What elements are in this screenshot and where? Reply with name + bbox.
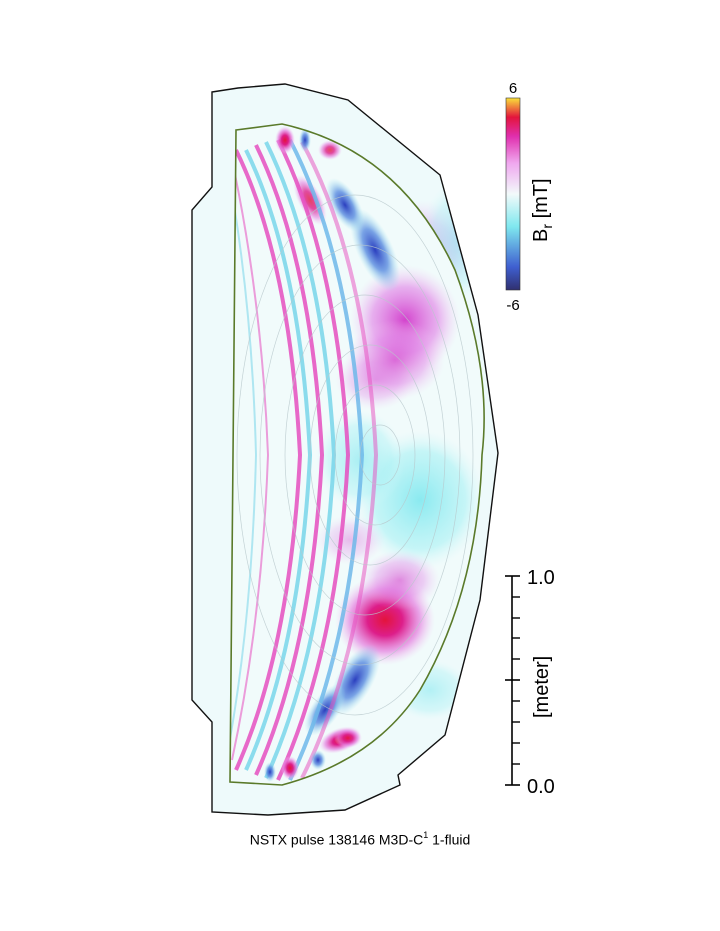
figure-caption: NSTX pulse 138146 M3D-C1 1-fluid (0, 830, 720, 849)
scale-bar: 1.0 0.0 [meter] (505, 567, 555, 798)
caption-suffix: 1-fluid (428, 831, 471, 848)
colorbar-title: Br [mT] (530, 178, 555, 242)
scale-top-label: 1.0 (527, 567, 555, 589)
field-map (192, 84, 498, 815)
plasma-boundary (229, 123, 485, 786)
scale-bottom-label: 0.0 (527, 776, 555, 798)
caption-prefix: NSTX pulse 138146 M3D-C (249, 831, 424, 848)
colorbar-title-sub: r (539, 224, 555, 229)
colorbar-min-label: -6 (506, 297, 519, 314)
scale-unit-label: [meter] (531, 656, 553, 718)
colorbar-title-unit: [mT] (530, 178, 552, 224)
colorbar: 6 -6 Br [mT] (505, 80, 555, 314)
vessel-wall (191, 83, 499, 816)
colorbar-max-label: 6 (509, 80, 517, 97)
caption-superscript: 1 (423, 830, 429, 840)
colorbar-title-main: B (530, 229, 552, 242)
